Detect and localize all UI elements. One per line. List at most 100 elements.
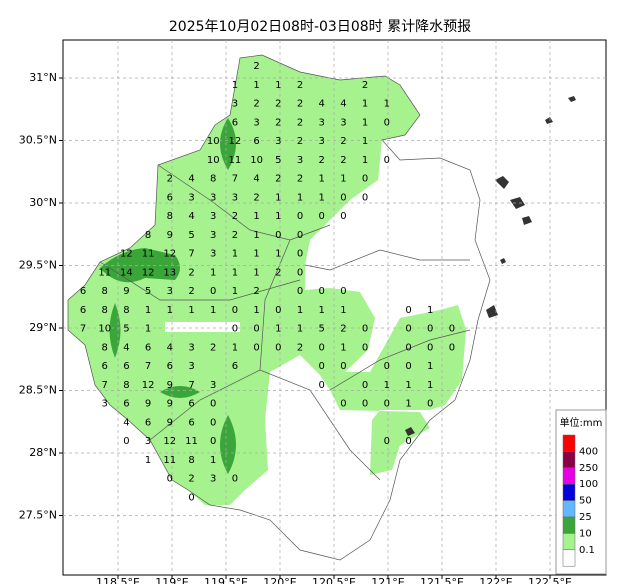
- precip-value: 0: [297, 286, 303, 297]
- precip-value: 11: [98, 267, 111, 278]
- precip-value: 0: [405, 324, 411, 335]
- rain-area-gap: [165, 322, 240, 332]
- precip-value: 2: [275, 99, 281, 110]
- precip-value: 0: [123, 436, 129, 447]
- precip-value: 0: [427, 342, 433, 353]
- precip-value: 12: [163, 249, 176, 260]
- precip-value: 11: [142, 249, 155, 260]
- rain-area-dark: [220, 118, 236, 170]
- precip-value: 0: [449, 324, 455, 335]
- precip-value: 0: [384, 361, 390, 372]
- legend-label: 0.1: [579, 545, 595, 556]
- precip-value: 0: [210, 399, 216, 410]
- legend-label: 100: [579, 479, 598, 490]
- precip-value: 13: [163, 267, 176, 278]
- precip-value: 1: [210, 305, 216, 316]
- precip-value: 0: [210, 417, 216, 428]
- precip-value: 6: [123, 399, 129, 410]
- lat-tick-label: 27.5°N: [19, 509, 57, 522]
- lon-tick-label: 120.5°E: [312, 576, 356, 584]
- precip-value: 2: [232, 211, 238, 222]
- precip-value: 0: [210, 436, 216, 447]
- map-title: 2025年10月02日08时-03日08时 累计降水预报: [169, 19, 471, 35]
- precip-values: 21 1 1 2 23 2 2 2 4 4 1 16 3 2 2 3 3 1 010 12 6 3 2 3 2 110 11 10 5 3…: [80, 61, 455, 503]
- precip-value: 4: [188, 211, 194, 222]
- precip-value: 0: [340, 192, 346, 203]
- precip-value: 1: [275, 211, 281, 222]
- precip-value: 0: [362, 192, 368, 203]
- precip-value: 1: [253, 80, 259, 91]
- precip-value: 6: [145, 342, 151, 353]
- precip-value: 3: [210, 380, 216, 391]
- precip-value: 1: [253, 267, 259, 278]
- precip-value: 1: [362, 155, 368, 166]
- precip-value: 6: [102, 361, 108, 372]
- precip-value: 10: [250, 155, 263, 166]
- lat-tick-label: 28°N: [29, 446, 57, 459]
- precip-value: 5: [145, 286, 151, 297]
- precip-value: 3: [188, 192, 194, 203]
- lon-tick-label: 121°E: [371, 576, 404, 584]
- legend-items: 400 250 100 50 25 10 0.1: [562, 434, 598, 567]
- precip-value: 0: [405, 342, 411, 353]
- precip-value: 0: [319, 361, 325, 372]
- precip-value: 1: [427, 361, 433, 372]
- precip-value: 2: [340, 324, 346, 335]
- precip-value: 0: [297, 267, 303, 278]
- precip-value: 0: [340, 286, 346, 297]
- precip-value: 3: [188, 361, 194, 372]
- precip-value: 11: [229, 155, 242, 166]
- lon-tick-label: 119°E: [155, 576, 188, 584]
- precip-value: 0: [340, 399, 346, 410]
- precip-value: 2: [210, 342, 216, 353]
- precip-value: 3: [102, 399, 108, 410]
- precip-value: 2: [340, 155, 346, 166]
- precip-value: 12: [142, 267, 155, 278]
- precip-value: 0: [253, 324, 259, 335]
- precip-value: 0: [384, 155, 390, 166]
- precip-value: 0: [297, 211, 303, 222]
- precip-value: 1: [232, 249, 238, 260]
- precip-value: 1: [297, 192, 303, 203]
- precip-value: 0: [405, 305, 411, 316]
- precip-value: 3: [319, 136, 325, 147]
- precip-value: 1: [145, 324, 151, 335]
- precip-value: 5: [275, 155, 281, 166]
- legend-title: 单位:mm: [560, 416, 603, 429]
- precip-value: 1: [167, 305, 173, 316]
- precip-value: 0: [253, 342, 259, 353]
- precip-value: 10: [98, 324, 111, 335]
- precip-value: 1: [319, 305, 325, 316]
- precip-value: 6: [123, 361, 129, 372]
- precip-value: 1: [253, 230, 259, 241]
- precip-value: 6: [145, 417, 151, 428]
- boundaries: [67, 54, 491, 561]
- precip-value: 3: [210, 474, 216, 485]
- precip-value: 8: [188, 455, 194, 466]
- precip-value: 9: [167, 230, 173, 241]
- precip-value: 0: [405, 361, 411, 372]
- precip-value: 2: [319, 155, 325, 166]
- precip-value: 2: [188, 474, 194, 485]
- precip-value: 1: [384, 99, 390, 110]
- precip-value: 4: [319, 99, 325, 110]
- precip-value: 2: [253, 192, 259, 203]
- precip-value: 6: [188, 417, 194, 428]
- precip-value: 0: [232, 324, 238, 335]
- precip-value: 7: [188, 249, 194, 260]
- legend-swatch: [562, 434, 576, 452]
- precip-value: 1: [275, 249, 281, 260]
- precip-value: 8: [123, 380, 129, 391]
- lon-tick-label: 121.5°E: [420, 576, 464, 584]
- precip-value: 1: [340, 342, 346, 353]
- rain-area-dark: [160, 386, 200, 398]
- precip-value: 2: [253, 61, 259, 72]
- county-border: [99, 164, 471, 481]
- precip-value: 12: [142, 380, 155, 391]
- precip-value: 4: [340, 99, 346, 110]
- precip-value: 1: [362, 117, 368, 128]
- precip-value: 1: [362, 99, 368, 110]
- precip-value: 12: [120, 249, 133, 260]
